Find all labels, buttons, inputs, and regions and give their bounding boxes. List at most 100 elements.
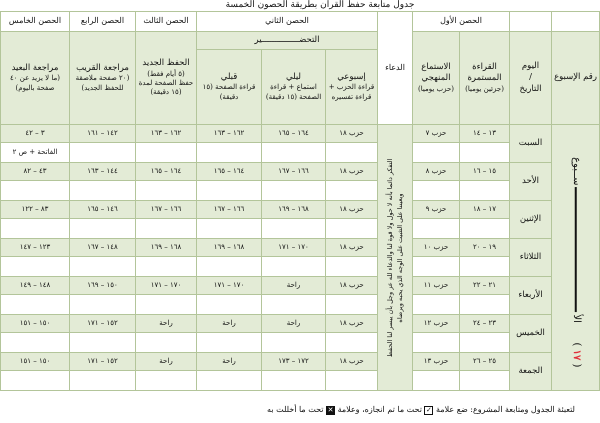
week-number-value: ١٧ [570, 349, 582, 361]
week-label-start: الأ [570, 314, 582, 323]
checkbox-cell[interactable] [0, 370, 70, 391]
cell-near: ١٥٢ – ١٧١ [69, 314, 136, 333]
cell-continuous: ٢٥ – ٢٦ [459, 352, 511, 371]
new-title: الحفظ الجديد [142, 58, 190, 69]
checkbox-cell[interactable] [135, 332, 197, 353]
table-row: الأ ســبوع ( ١٧ ) السبت ١٣ – ١٤ حزب ٧ التفكر د… [0, 124, 600, 391]
checkbox-cell[interactable] [196, 180, 262, 201]
cell-nightly: ١٧٢ – ١٧٣ [261, 352, 326, 371]
cell-far: ١٢٣ – ١٤٧ [0, 238, 70, 257]
checkbox-cell[interactable] [69, 142, 136, 163]
checkbox-cell[interactable] [261, 142, 326, 163]
table-row: الجمعة ٢٥ – ٢٦ حزب ١٣ حزب ١٨ ١٧٢ – ١٧٣ راحة را… [0, 352, 600, 391]
far-sub: (ما لا يزيد عن ٤٠ صفحة باليوم) [10, 74, 60, 92]
checkbox-cell[interactable] [459, 294, 511, 315]
cell-nightly: راحة [261, 314, 326, 333]
checkbox-cell[interactable] [261, 218, 326, 239]
checkbox-cell[interactable] [69, 332, 136, 353]
checkbox-cell[interactable] [459, 332, 511, 353]
table-row: الأربعاء ٢١ – ٢٢ حزب ١١ حزب ١٨ راحة ١٧٠ – ١٧١… [0, 276, 600, 315]
checkbox-cell[interactable] [0, 332, 70, 353]
checkbox-cell[interactable] [325, 256, 378, 277]
cell-new: ١٧٠ – ١٧١ [135, 276, 197, 295]
checkbox-cell[interactable] [196, 294, 262, 315]
checkbox-cell[interactable] [411, 370, 461, 391]
checkbox-cell[interactable] [135, 142, 197, 163]
checkbox-cell[interactable] [325, 218, 378, 239]
checkbox-cell[interactable] [325, 180, 378, 201]
cell-near: ١٥٢ – ١٧١ [69, 352, 136, 371]
checkbox-cell[interactable] [325, 142, 378, 163]
checkbox-cell[interactable] [196, 142, 262, 163]
cell-before: ١٦٢ – ١٦٣ [196, 124, 262, 143]
checkbox-cell[interactable] [459, 142, 511, 163]
checkbox-cell[interactable] [196, 370, 262, 391]
checkbox-cell[interactable] [196, 332, 262, 353]
checkbox-cell[interactable] [411, 256, 461, 277]
checkbox-cell[interactable] [196, 218, 262, 239]
cell-weekly: حزب ١٨ [325, 314, 378, 333]
checkbox-cell[interactable] [0, 218, 70, 239]
checkbox-cell[interactable] [69, 370, 136, 391]
page-title: جدول متابعة حفظ القرآن بطريقة الحصون الخ… [225, 0, 415, 10]
cell-near: ١٥٠ – ١٦٩ [69, 276, 136, 295]
checkbox-cell[interactable] [411, 332, 461, 353]
checkbox-cell[interactable] [411, 142, 461, 163]
day-cell: الأربعاء [509, 276, 553, 315]
checkbox-cell[interactable] [69, 256, 136, 277]
cell-new: ١٦٤ – ١٦٥ [135, 162, 197, 181]
checkbox-cell[interactable] [325, 332, 378, 353]
checkbox-cell[interactable] [196, 256, 262, 277]
checkbox-cell[interactable] [411, 294, 461, 315]
cell-continuous: ١٧ – ١٨ [459, 200, 511, 219]
checkbox-cell[interactable] [135, 180, 197, 201]
dua-line-1: التفكر دائما بأنه لا حول ولا قوة لنا وال… [386, 158, 394, 357]
checkbox-cell[interactable] [135, 256, 197, 277]
cell-before: ١٦٨ – ١٦٩ [196, 238, 262, 257]
header-week-number: رقم الإسبوع [551, 31, 600, 125]
cell-nightly: راحة [261, 276, 326, 295]
cell-weekly: حزب ١٨ [325, 352, 378, 371]
checkbox-cell[interactable] [411, 180, 461, 201]
header-before: قبلي قراءة الصفحة (١٥ دقيقة) [196, 49, 262, 125]
cell-continuous: ١٣ – ١٤ [459, 124, 511, 143]
checkbox-cell[interactable] [135, 294, 197, 315]
dua-text: التفكر دائما بأنه لا حول ولا قوة لنا وال… [385, 130, 405, 385]
cell-method: حزب ١٣ [411, 352, 461, 371]
checkbox-cell[interactable] [135, 218, 197, 239]
checkbox-cell[interactable] [325, 294, 378, 315]
header-fort3: الحصن الثالث [135, 11, 197, 32]
checkbox-cell[interactable] [459, 180, 511, 201]
cell-before: ١٧٠ – ١٧١ [196, 276, 262, 295]
cell-near: ١٤٦ – ١٦٥ [69, 200, 136, 219]
checkbox-cell[interactable] [69, 294, 136, 315]
checkbox-cell[interactable] [325, 370, 378, 391]
checkbox-cell[interactable] [135, 370, 197, 391]
checkbox-cell[interactable] [0, 180, 70, 201]
checkbox-cell[interactable] [261, 370, 326, 391]
checkbox-cell[interactable] [0, 256, 70, 277]
new-sub2: حفظ الصفحة لمدة (١٥ دقيقة) [138, 79, 194, 97]
checkbox-cell[interactable] [459, 256, 511, 277]
cell-weekly: حزب ١٨ [325, 200, 378, 219]
header-method-listening: الاستماع المنهجي (حزب يوميا) [411, 31, 461, 125]
checkbox-cell[interactable] [69, 218, 136, 239]
checkbox-cell[interactable] [69, 180, 136, 201]
checkbox-cell[interactable] [261, 294, 326, 315]
cell-far: ٤٣ – ٨٢ [0, 162, 70, 181]
checkbox-cell[interactable] [459, 218, 511, 239]
cell-new: ١٦٢ – ١٦٣ [135, 124, 197, 143]
checkbox-cell[interactable] [459, 370, 511, 391]
cell-before: ١٦٦ – ١٦٧ [196, 200, 262, 219]
checkbox-cell[interactable] [261, 180, 326, 201]
checkbox-cell[interactable] [411, 218, 461, 239]
checkbox-cell[interactable] [261, 332, 326, 353]
checkbox-cell[interactable] [0, 294, 70, 315]
cell-method: حزب ١٠ [411, 238, 461, 257]
checkbox-cell[interactable] [261, 256, 326, 277]
table-row-blank [0, 370, 600, 391]
cell-continuous: ١٥ – ١٦ [459, 162, 511, 181]
day-cell: الخميس [509, 314, 553, 353]
cell-continuous: ٢١ – ٢٢ [459, 276, 511, 295]
weekly-title: إسبوعي [337, 71, 366, 82]
